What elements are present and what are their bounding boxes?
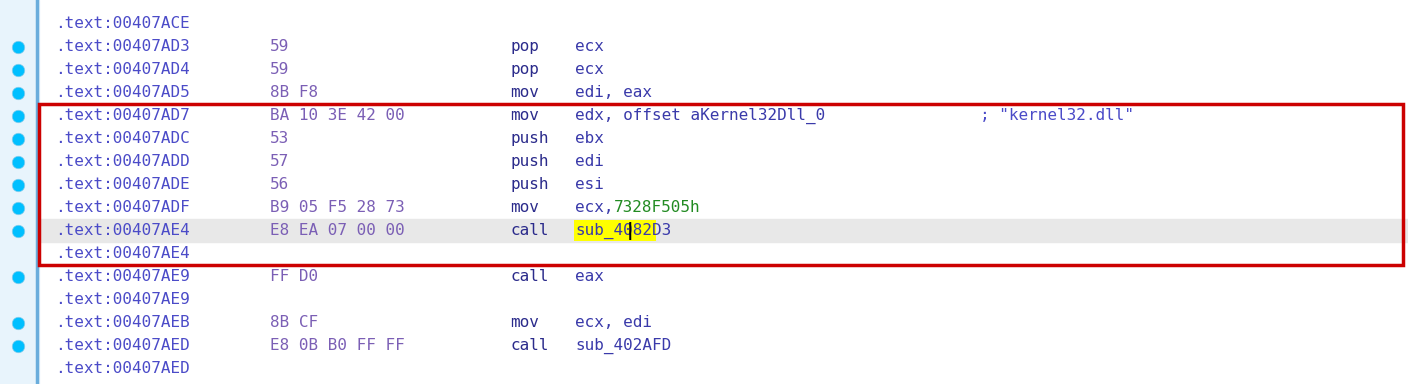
Text: .text:00407AED: .text:00407AED: [55, 338, 190, 353]
Text: .text:00407AD4: .text:00407AD4: [55, 62, 190, 77]
Text: call: call: [510, 269, 549, 284]
Text: .text:00407AD3: .text:00407AD3: [55, 39, 190, 54]
Text: .text:00407ADF: .text:00407ADF: [55, 200, 190, 215]
Text: .text:00407ADD: .text:00407ADD: [55, 154, 190, 169]
Text: edi, eax: edi, eax: [574, 85, 652, 100]
Text: .text:00407AD5: .text:00407AD5: [55, 85, 190, 100]
Text: BA 10 3E 42 00: BA 10 3E 42 00: [270, 108, 404, 123]
Bar: [39, 104, 1402, 265]
Text: .text:00407ADC: .text:00407ADC: [55, 131, 190, 146]
Text: ecx, edi: ecx, edi: [574, 315, 652, 330]
Text: 57: 57: [270, 154, 289, 169]
Text: push: push: [510, 177, 549, 192]
Text: ecx,: ecx,: [574, 200, 624, 215]
Text: ebx: ebx: [574, 131, 604, 146]
Text: .text:00407AEB: .text:00407AEB: [55, 315, 190, 330]
Text: edx, offset aKernel32Dll_0: edx, offset aKernel32Dll_0: [574, 108, 825, 124]
Text: 7328F505h: 7328F505h: [614, 200, 701, 215]
Text: 59: 59: [270, 62, 289, 77]
Text: mov: mov: [510, 315, 539, 330]
Bar: [574, 220, 656, 241]
Text: 8B CF: 8B CF: [270, 315, 318, 330]
Text: 53: 53: [270, 131, 289, 146]
Text: .text:00407AE9: .text:00407AE9: [55, 269, 190, 284]
Text: ecx: ecx: [574, 62, 604, 77]
Text: |: |: [625, 222, 635, 240]
Text: sub_4082D3: sub_4082D3: [574, 222, 672, 238]
Text: 59: 59: [270, 39, 289, 54]
Text: .text:00407AE4: .text:00407AE4: [55, 223, 190, 238]
Text: B9 05 F5 28 73: B9 05 F5 28 73: [270, 200, 404, 215]
Text: call: call: [510, 338, 549, 353]
Text: mov: mov: [510, 85, 539, 100]
Text: eax: eax: [574, 269, 604, 284]
Bar: [0, 0, 39, 384]
Text: edi: edi: [574, 154, 604, 169]
Text: call: call: [510, 223, 549, 238]
Text: push: push: [510, 154, 549, 169]
Text: ; "kernel32.dll": ; "kernel32.dll": [980, 108, 1133, 123]
Text: .text:00407ACE: .text:00407ACE: [55, 16, 190, 31]
Text: pop: pop: [510, 62, 539, 77]
Text: mov: mov: [510, 200, 539, 215]
Text: mov: mov: [510, 108, 539, 123]
Text: pop: pop: [510, 39, 539, 54]
Text: esi: esi: [574, 177, 604, 192]
Text: ecx: ecx: [574, 39, 604, 54]
Text: .text:00407AE4: .text:00407AE4: [55, 246, 190, 261]
Text: .text:00407AE9: .text:00407AE9: [55, 292, 190, 307]
Text: 56: 56: [270, 177, 289, 192]
Text: push: push: [510, 131, 549, 146]
Text: .text:00407AED: .text:00407AED: [55, 361, 190, 376]
Text: sub_402AFD: sub_402AFD: [574, 338, 672, 354]
Bar: [37, 219, 1408, 242]
Text: FF D0: FF D0: [270, 269, 318, 284]
Text: .text:00407AD7: .text:00407AD7: [55, 108, 190, 123]
Text: .text:00407ADE: .text:00407ADE: [55, 177, 190, 192]
Text: 8B F8: 8B F8: [270, 85, 318, 100]
Text: E8 0B B0 FF FF: E8 0B B0 FF FF: [270, 338, 404, 353]
Text: E8 EA 07 00 00: E8 EA 07 00 00: [270, 223, 404, 238]
